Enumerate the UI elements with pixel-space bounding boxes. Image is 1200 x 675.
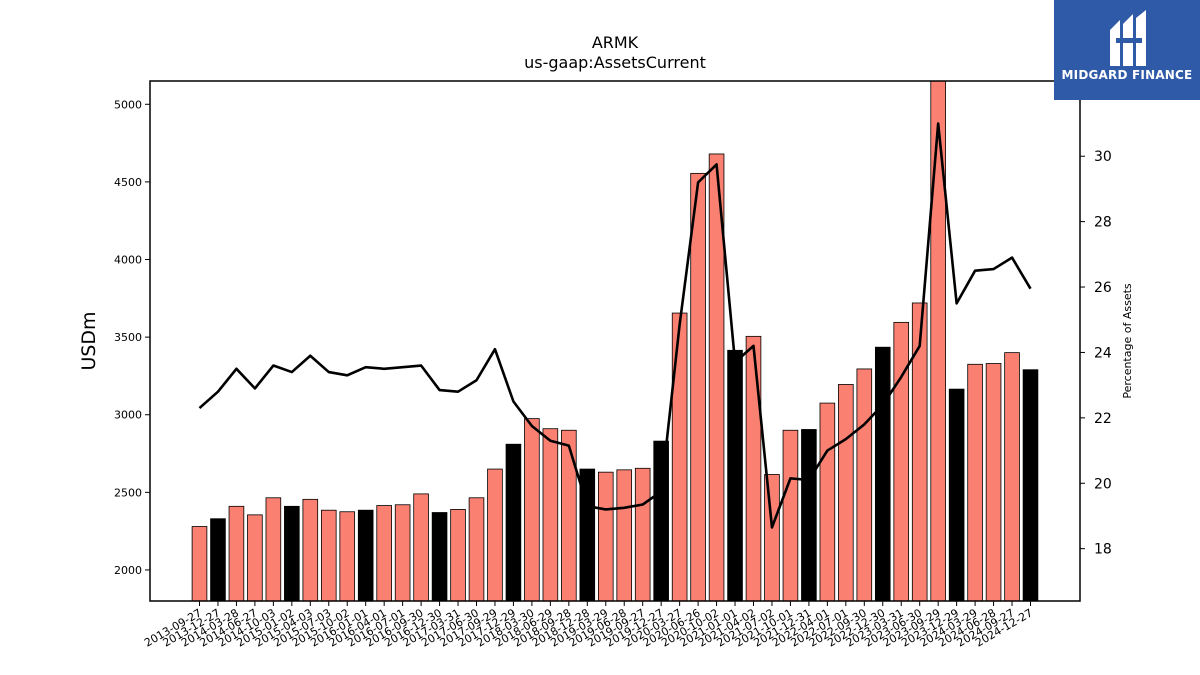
midgard-finance-logo: MIDGARD FINANCE [1054, 0, 1200, 100]
bar-2022-04-01 [819, 402, 836, 602]
y-tick-label: 2500 [114, 486, 142, 499]
bar-2014-06-27 [247, 514, 263, 602]
bar-2018-09-28 [561, 429, 577, 602]
bar-2021-12-31 [801, 429, 817, 602]
y-tick-label: 4000 [114, 254, 142, 267]
plot-frame [149, 80, 1081, 602]
y2-tick-label: 30 [1094, 149, 1112, 165]
bar-2013-09-27 [191, 526, 208, 602]
bar-2024-03-29 [967, 363, 983, 602]
bar-2018-03-30 [524, 418, 540, 602]
bar-2021-01-01 [727, 349, 743, 602]
bar-2021-04-02 [745, 335, 762, 602]
y-tick-label: 4500 [114, 176, 142, 189]
bar-2021-07-02 [764, 474, 780, 602]
bar-2022-07-01 [838, 384, 854, 602]
bar-2019-09-27 [634, 467, 651, 602]
y2-tick-label: 22 [1094, 411, 1112, 427]
bar-2015-01-02 [284, 505, 300, 602]
bar-2015-07-03 [320, 509, 337, 602]
y-tick-label: 3500 [114, 331, 142, 344]
y-axis-right: 18 20 22 24 26 28 30 [1080, 149, 1112, 558]
bar-2017-12-29 [505, 443, 522, 602]
y-tick-label: 3000 [114, 409, 142, 422]
bar-2016-07-01 [394, 504, 411, 602]
bar-2022-12-30 [874, 346, 891, 602]
midgard-logo-icon [1110, 10, 1146, 66]
bar-2016-12-30 [431, 512, 448, 602]
bar-2019-03-29 [597, 471, 614, 602]
bar-2022-09-30 [856, 368, 873, 602]
bar-2014-10-03 [265, 497, 282, 602]
bar-2017-03-31 [450, 509, 466, 602]
line-layer [198, 122, 1032, 529]
chart-subtitle: us-gaap:AssetsCurrent [524, 53, 706, 72]
bar-2020-03-27 [671, 312, 688, 602]
y-axis-label: USDm [78, 311, 100, 370]
y-axis-left: 2000 2500 3000 3500 4000 4500 5000 [114, 98, 150, 577]
bar-2018-06-29 [542, 428, 559, 602]
bar-2016-09-30 [413, 493, 429, 602]
bar-2013-12-27 [210, 518, 226, 602]
bar-2021-10-01 [782, 429, 799, 602]
bar-2015-04-03 [302, 498, 319, 602]
x-axis: 2013-09-272013-12-272014-03-282014-06-27… [142, 601, 1035, 650]
y2-tick-label: 28 [1094, 215, 1112, 231]
bar-2024-06-28 [985, 363, 1002, 602]
bar-2016-01-01 [357, 509, 374, 602]
bar-2024-09-27 [1004, 352, 1020, 602]
percentage-line [198, 122, 1032, 529]
bar-2016-04-01 [376, 505, 392, 602]
y-tick-label: 2000 [114, 564, 142, 577]
y2-axis-label: Percentage of Assets [1121, 283, 1134, 399]
bar-2015-10-02 [339, 511, 356, 602]
y2-tick-label: 26 [1094, 280, 1112, 296]
bar-2017-09-29 [487, 468, 503, 602]
bar-2023-03-31 [893, 321, 910, 602]
y2-tick-label: 24 [1094, 345, 1112, 361]
bar-2019-06-28 [616, 469, 633, 602]
bar-2017-06-30 [468, 497, 485, 602]
bar-2019-12-27 [653, 440, 669, 602]
y2-tick-label: 20 [1094, 476, 1112, 492]
y2-tick-label: 18 [1094, 542, 1112, 558]
bar-2020-06-26 [690, 172, 706, 602]
bar-2023-09-29 [930, 80, 946, 602]
bar-group [191, 80, 1039, 602]
bar-2023-12-29 [948, 388, 965, 602]
bar-2024-12-27 [1022, 369, 1039, 602]
y-tick-label: 5000 [114, 98, 142, 111]
bar-2014-03-28 [228, 505, 245, 602]
chart-title: ARMK [592, 33, 639, 52]
logo-text: MIDGARD FINANCE [1061, 68, 1193, 82]
